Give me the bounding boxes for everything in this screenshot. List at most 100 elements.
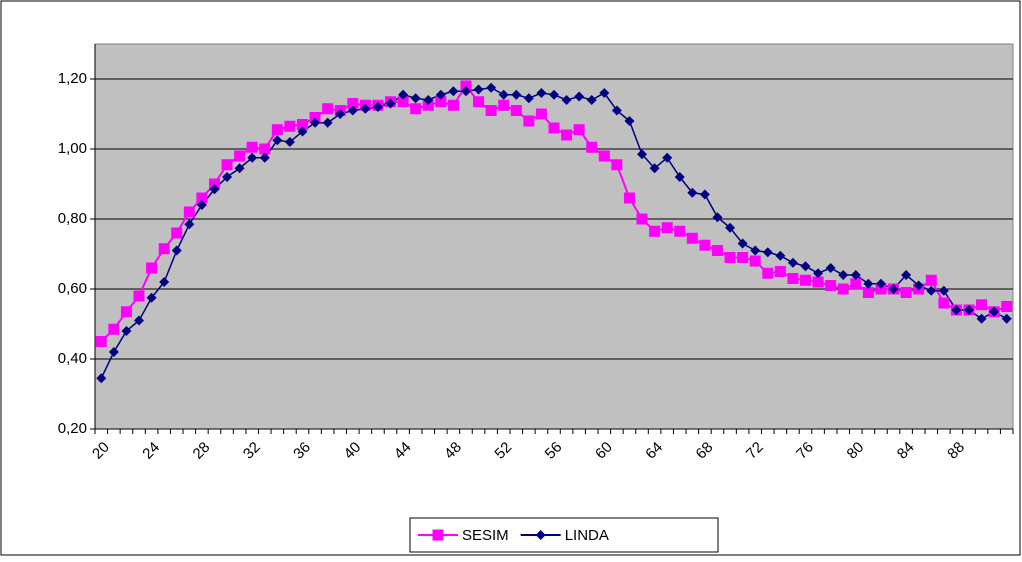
data-point [498, 99, 510, 111]
data-point [989, 306, 1000, 317]
data-point [913, 280, 924, 291]
data-point [108, 323, 120, 335]
data-point [335, 109, 346, 119]
data-point [322, 103, 334, 115]
data-point [398, 89, 409, 100]
legend-marker [535, 530, 546, 540]
data-point [460, 80, 472, 92]
data-point [825, 263, 836, 273]
data-point [938, 297, 950, 309]
data-point [96, 373, 107, 384]
data-point [951, 305, 962, 315]
data-point [510, 105, 522, 116]
data-point [862, 287, 874, 298]
data-point [435, 96, 447, 108]
data-point [1001, 313, 1012, 324]
data-point [787, 257, 798, 268]
data-point [485, 105, 497, 116]
data-point [120, 306, 132, 318]
y-tick-label: 0,80 [58, 210, 87, 227]
data-point [234, 163, 245, 174]
data-point [171, 227, 183, 239]
data-point [762, 267, 774, 279]
data-point [360, 103, 371, 114]
data-point [888, 284, 899, 294]
data-point [498, 89, 509, 100]
y-tick-label: 1,00 [58, 140, 87, 157]
data-point [725, 222, 736, 233]
data-point [183, 206, 195, 218]
data-point [196, 192, 208, 204]
data-point [900, 287, 912, 298]
data-point [787, 273, 799, 284]
data-point [875, 278, 886, 289]
data-point [284, 120, 296, 132]
data-point [296, 119, 308, 130]
data-point [548, 122, 560, 134]
data-point [938, 285, 949, 296]
data-point [146, 292, 157, 303]
data-point [322, 117, 333, 128]
data-point [586, 141, 598, 153]
data-point [573, 124, 585, 136]
data-point [209, 184, 220, 195]
data-point [901, 270, 912, 280]
data-point [385, 98, 396, 109]
data-point [737, 252, 749, 263]
data-point [649, 163, 660, 174]
data-point [674, 225, 686, 237]
data-point [222, 172, 233, 182]
data-point [598, 150, 610, 162]
data-point [574, 91, 585, 102]
data-point [837, 283, 849, 295]
data-point [699, 189, 710, 200]
data-point [850, 270, 861, 280]
data-point [184, 219, 195, 230]
data-point [486, 82, 497, 93]
data-point [473, 84, 484, 95]
data-point [460, 86, 471, 97]
data-point [146, 262, 158, 274]
data-point [171, 245, 182, 256]
data-point [208, 178, 220, 190]
data-point [310, 117, 321, 128]
data-point [422, 99, 434, 111]
data-point [599, 88, 610, 98]
data-point [435, 89, 446, 100]
data-point [511, 89, 522, 100]
data-point [347, 98, 359, 109]
data-point [271, 124, 283, 136]
data-point [134, 315, 145, 326]
data-point [724, 252, 736, 263]
legend-label: SESIM [462, 527, 509, 544]
data-point [636, 213, 648, 225]
data-point [863, 278, 874, 289]
legend-marker [432, 529, 444, 541]
data-point [523, 115, 535, 127]
data-point [762, 247, 773, 258]
data-point [347, 105, 358, 116]
data-point [535, 108, 547, 120]
data-point [372, 102, 383, 112]
data-point [259, 152, 270, 163]
y-tick-label: 1,20 [58, 70, 87, 87]
data-point [523, 93, 534, 104]
data-point [926, 285, 937, 296]
data-point [925, 274, 937, 286]
data-point [611, 105, 622, 116]
data-point [662, 152, 673, 163]
y-tick-label: 0,60 [58, 280, 87, 297]
data-point [687, 187, 698, 198]
data-point [297, 126, 308, 137]
data-point [284, 137, 295, 147]
plot-area [94, 43, 1014, 430]
data-point [561, 95, 572, 105]
data-point [423, 95, 434, 105]
data-point [1001, 301, 1013, 312]
data-point [749, 255, 761, 267]
data-point [133, 290, 145, 302]
data-point [410, 103, 422, 115]
data-point [800, 261, 811, 272]
data-point [623, 192, 635, 204]
